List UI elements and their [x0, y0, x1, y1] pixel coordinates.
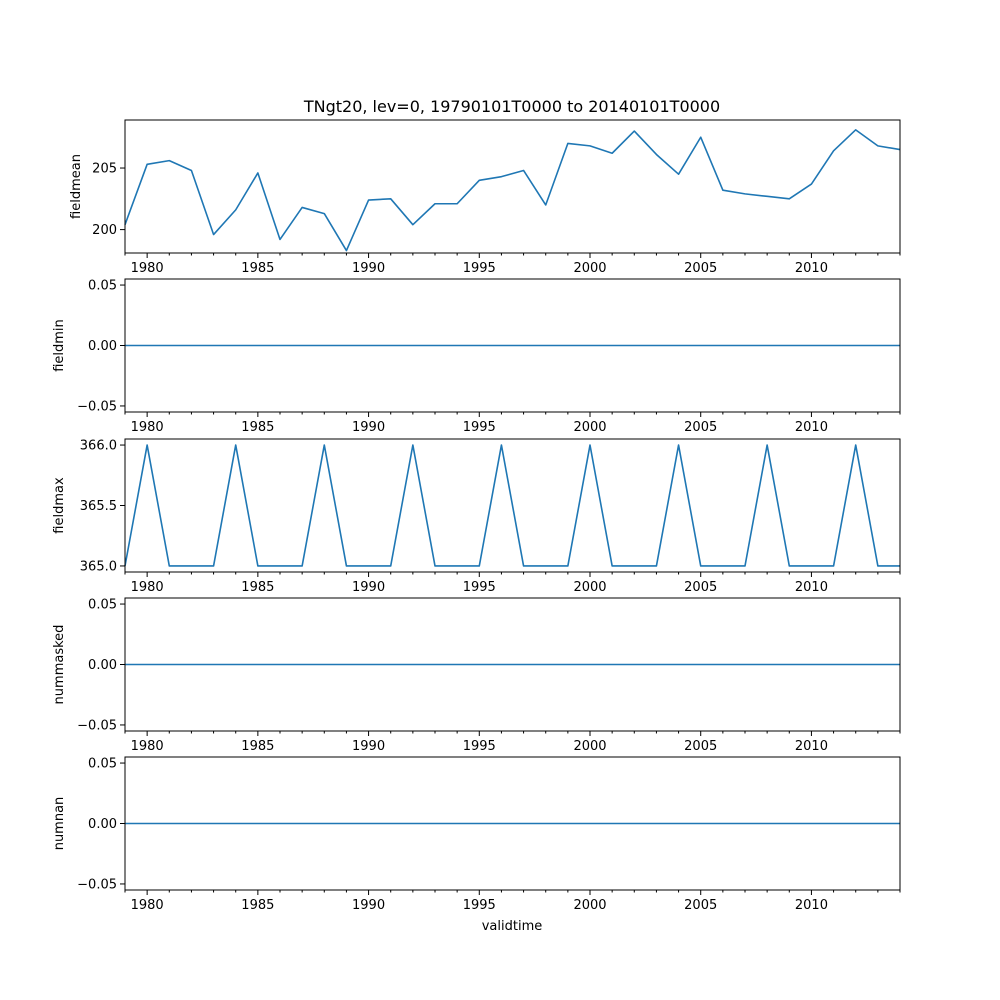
- fieldmin-ytick-label: 0.00: [88, 339, 117, 354]
- subplots: 1980 1985 1990 1995 2000 2005 2010 200 205 fieldm…: [52, 119, 901, 913]
- numnan-xtick-label: 2010: [795, 898, 828, 913]
- fieldmean-ylabel: fieldmean: [69, 154, 84, 219]
- fieldmean-ytick-label: 205: [92, 162, 117, 177]
- fieldmean-ytick-label: 200: [92, 223, 117, 238]
- numnan-xtick-label: 2005: [684, 898, 717, 913]
- numnan-xtick-label: 1980: [131, 898, 164, 913]
- numnan-ytick-label: −0.05: [77, 877, 117, 892]
- fieldmean-xtick-label: 1990: [352, 261, 385, 276]
- x-axis-label: validtime: [482, 919, 543, 934]
- nummasked-xtick-label: 1995: [463, 739, 496, 754]
- fieldmax-ytick-label: 365.5: [80, 499, 117, 514]
- subplot-numnan: 1980 1985 1990 1995 2000 2005 2010 −0.05 0.00 0.0…: [52, 756, 901, 913]
- fieldmean-axes-frame: [124, 119, 901, 254]
- numnan-xtick-label: 1990: [352, 898, 385, 913]
- fieldmean-xtick-label: 2000: [573, 261, 606, 276]
- numnan-xtick-label: 1995: [463, 898, 496, 913]
- fieldmean-xtick-label: 2010: [795, 261, 828, 276]
- fieldmin-xtick-label: 1990: [352, 420, 385, 435]
- fieldmax-xtick-label: 2005: [684, 580, 717, 595]
- nummasked-xtick-label: 1985: [241, 739, 274, 754]
- nummasked-ytick-label: 0.00: [88, 658, 117, 673]
- fieldmax-ytick-label: 366.0: [80, 439, 117, 454]
- fieldmin-ytick-label: 0.05: [88, 279, 117, 294]
- fieldmax-xtick-label: 1985: [241, 580, 274, 595]
- nummasked-ylabel: nummasked: [52, 625, 67, 705]
- numnan-ylabel: numnan: [52, 797, 67, 851]
- fieldmin-xtick-label: 2000: [573, 420, 606, 435]
- subplot-fieldmin: 1980 1985 1990 1995 2000 2005 2010 −0.05 0.00 0.0…: [52, 278, 901, 435]
- numnan-xtick-label: 1985: [241, 898, 274, 913]
- numnan-ytick-label: 0.05: [88, 757, 117, 772]
- nummasked-xtick-label: 2005: [684, 739, 717, 754]
- numnan-xtick-label: 2000: [573, 898, 606, 913]
- fieldmean-xtick-label: 1980: [131, 261, 164, 276]
- fieldmax-xtick-label: 2000: [573, 580, 606, 595]
- subplot-fieldmean: 1980 1985 1990 1995 2000 2005 2010 200 205 fieldm…: [69, 119, 901, 276]
- nummasked-xtick-label: 1990: [352, 739, 385, 754]
- fieldmean-xtick-label: 1995: [463, 261, 496, 276]
- fieldmean-series-line: [124, 129, 901, 252]
- fieldmax-xtick-label: 1990: [352, 580, 385, 595]
- fieldmax-xtick-label: 1980: [131, 580, 164, 595]
- subplot-fieldmax: 1980 1985 1990 1995 2000 2005 2010 365.0 365.5 36…: [52, 438, 901, 595]
- fieldmax-xtick-label: 2010: [795, 580, 828, 595]
- fieldmin-xtick-label: 1985: [241, 420, 274, 435]
- figure-title: TNgt20, lev=0, 19790101T0000 to 20140101…: [303, 97, 720, 116]
- nummasked-ytick-label: 0.05: [88, 598, 117, 613]
- fieldmin-xtick-label: 2010: [795, 420, 828, 435]
- fieldmax-series-line: [124, 444, 900, 567]
- fieldmax-ytick-label: 365.0: [80, 559, 117, 574]
- fieldmin-ylabel: fieldmin: [52, 319, 67, 372]
- fieldmin-xtick-label: 2005: [684, 420, 717, 435]
- nummasked-xtick-label: 2010: [795, 739, 828, 754]
- subplot-nummasked: 1980 1985 1990 1995 2000 2005 2010 −0.05 0.00 0.0…: [52, 597, 901, 754]
- nummasked-xtick-label: 2000: [573, 739, 606, 754]
- fieldmin-xtick-label: 1995: [463, 420, 496, 435]
- fieldmean-xtick-label: 1985: [241, 261, 274, 276]
- fieldmean-xtick-label: 2005: [684, 261, 717, 276]
- fieldmin-ytick-label: −0.05: [77, 399, 117, 414]
- nummasked-ytick-label: −0.05: [77, 718, 117, 733]
- fieldmin-xtick-label: 1980: [131, 420, 164, 435]
- fieldmax-xtick-label: 1995: [463, 580, 496, 595]
- nummasked-xtick-label: 1980: [131, 739, 164, 754]
- fieldmax-ylabel: fieldmax: [52, 477, 67, 534]
- numnan-ytick-label: 0.00: [88, 817, 117, 832]
